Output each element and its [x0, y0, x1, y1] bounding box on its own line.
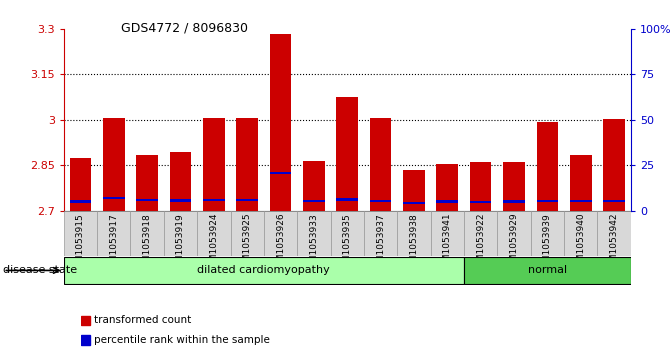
FancyBboxPatch shape — [231, 211, 264, 256]
Bar — [103, 197, 125, 199]
Bar — [336, 198, 358, 200]
FancyBboxPatch shape — [264, 211, 297, 256]
FancyBboxPatch shape — [497, 211, 531, 256]
Text: normal: normal — [528, 265, 567, 276]
Bar — [103, 118, 125, 211]
FancyBboxPatch shape — [364, 211, 397, 256]
Bar — [470, 201, 491, 203]
Bar — [70, 200, 91, 203]
Bar — [470, 162, 491, 211]
FancyBboxPatch shape — [464, 257, 631, 284]
Bar — [236, 199, 258, 201]
FancyBboxPatch shape — [297, 211, 331, 256]
Bar — [503, 162, 525, 211]
FancyBboxPatch shape — [331, 211, 364, 256]
Text: GSM1053937: GSM1053937 — [376, 213, 385, 274]
Bar — [603, 200, 625, 203]
FancyBboxPatch shape — [130, 211, 164, 256]
Text: GDS4772 / 8096830: GDS4772 / 8096830 — [121, 22, 248, 35]
Bar — [537, 200, 558, 203]
Text: GSM1053922: GSM1053922 — [476, 213, 485, 273]
Bar — [270, 172, 291, 174]
Bar — [170, 199, 191, 202]
FancyBboxPatch shape — [97, 211, 130, 256]
Bar — [70, 158, 91, 211]
FancyBboxPatch shape — [464, 211, 497, 256]
Text: GSM1053940: GSM1053940 — [576, 213, 585, 273]
Text: GSM1053925: GSM1053925 — [243, 213, 252, 273]
FancyBboxPatch shape — [597, 211, 631, 256]
Bar — [303, 160, 325, 211]
Bar — [537, 122, 558, 211]
Text: GSM1053942: GSM1053942 — [609, 213, 619, 273]
Bar — [436, 164, 458, 211]
Text: GSM1053926: GSM1053926 — [276, 213, 285, 273]
Bar — [403, 170, 425, 211]
Text: GSM1053919: GSM1053919 — [176, 213, 185, 274]
Bar — [136, 199, 158, 201]
Bar — [336, 97, 358, 211]
Text: GSM1053933: GSM1053933 — [309, 213, 319, 274]
Bar — [403, 202, 425, 204]
Text: dilated cardiomyopathy: dilated cardiomyopathy — [197, 265, 330, 276]
Text: percentile rank within the sample: percentile rank within the sample — [94, 335, 270, 345]
Bar — [603, 119, 625, 211]
FancyBboxPatch shape — [164, 211, 197, 256]
Bar — [81, 335, 89, 345]
Bar — [270, 33, 291, 211]
Text: GSM1053924: GSM1053924 — [209, 213, 218, 273]
Bar — [503, 200, 525, 203]
Bar — [81, 316, 89, 325]
FancyBboxPatch shape — [564, 211, 597, 256]
Bar — [570, 155, 592, 211]
Bar — [236, 118, 258, 211]
Bar — [203, 118, 225, 211]
Text: GSM1053938: GSM1053938 — [409, 213, 419, 274]
Text: disease state: disease state — [3, 265, 77, 276]
FancyBboxPatch shape — [431, 211, 464, 256]
FancyBboxPatch shape — [397, 211, 431, 256]
FancyBboxPatch shape — [64, 257, 464, 284]
Text: GSM1053929: GSM1053929 — [509, 213, 519, 273]
FancyBboxPatch shape — [64, 211, 97, 256]
Bar — [303, 200, 325, 203]
Text: GSM1053917: GSM1053917 — [109, 213, 118, 274]
FancyBboxPatch shape — [531, 211, 564, 256]
Text: transformed count: transformed count — [94, 315, 191, 326]
Bar — [370, 200, 391, 202]
Bar — [570, 200, 592, 203]
Text: GSM1053939: GSM1053939 — [543, 213, 552, 274]
Bar — [436, 200, 458, 203]
Bar — [170, 152, 191, 211]
Bar — [370, 118, 391, 211]
Bar — [136, 155, 158, 211]
Text: GSM1053915: GSM1053915 — [76, 213, 85, 274]
FancyBboxPatch shape — [197, 211, 231, 256]
Bar — [203, 199, 225, 201]
Text: GSM1053918: GSM1053918 — [143, 213, 152, 274]
Text: GSM1053941: GSM1053941 — [443, 213, 452, 273]
Text: GSM1053935: GSM1053935 — [343, 213, 352, 274]
